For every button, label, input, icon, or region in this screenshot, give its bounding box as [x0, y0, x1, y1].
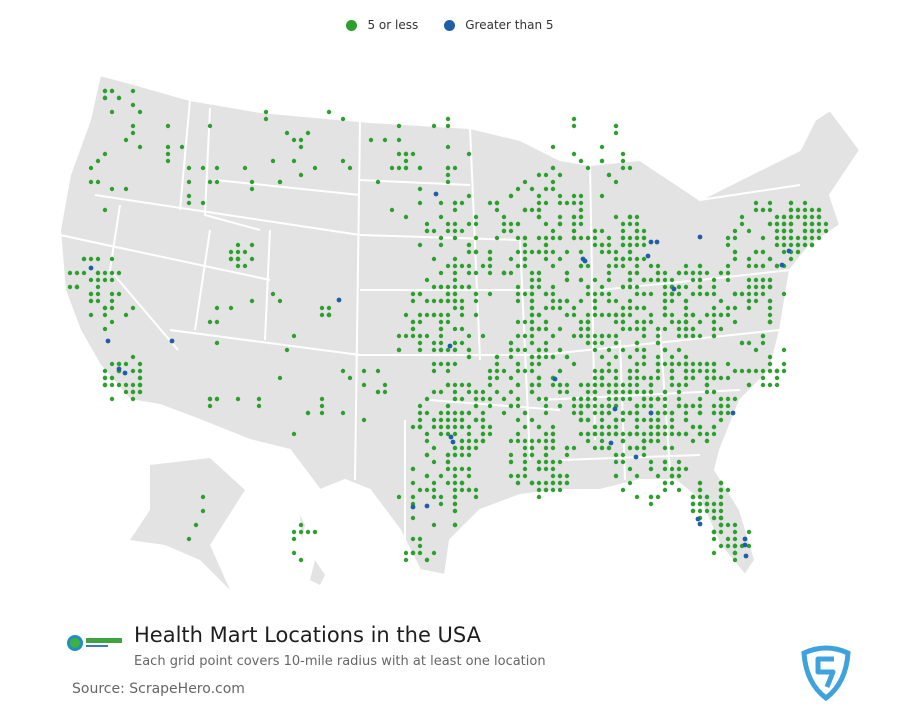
legend: 5 or less Greater than 5 [0, 18, 900, 32]
alaska-land [130, 458, 245, 590]
low-density-points [67, 88, 829, 563]
legend-label-low: 5 or less [367, 18, 419, 32]
contiguous-us-land [58, 73, 862, 577]
chart-subtitle: Each grid point covers 10-mile radius wi… [134, 654, 546, 669]
legend-item-low[interactable]: 5 or less [346, 18, 418, 32]
blue-dot-icon [444, 19, 456, 31]
green-dot-icon [346, 19, 358, 31]
chart-title: Health Mart Locations in the USA [134, 623, 482, 647]
legend-label-high: Greater than 5 [465, 18, 554, 32]
health-mart-logo-icon [67, 635, 122, 651]
legend-item-high[interactable]: Greater than 5 [444, 18, 554, 32]
hawaii-land [300, 515, 325, 585]
high-density-points [88, 191, 792, 559]
scrapehero-shield-logo-icon [801, 645, 851, 701]
source-credit: Source: ScrapeHero.com [72, 681, 245, 697]
